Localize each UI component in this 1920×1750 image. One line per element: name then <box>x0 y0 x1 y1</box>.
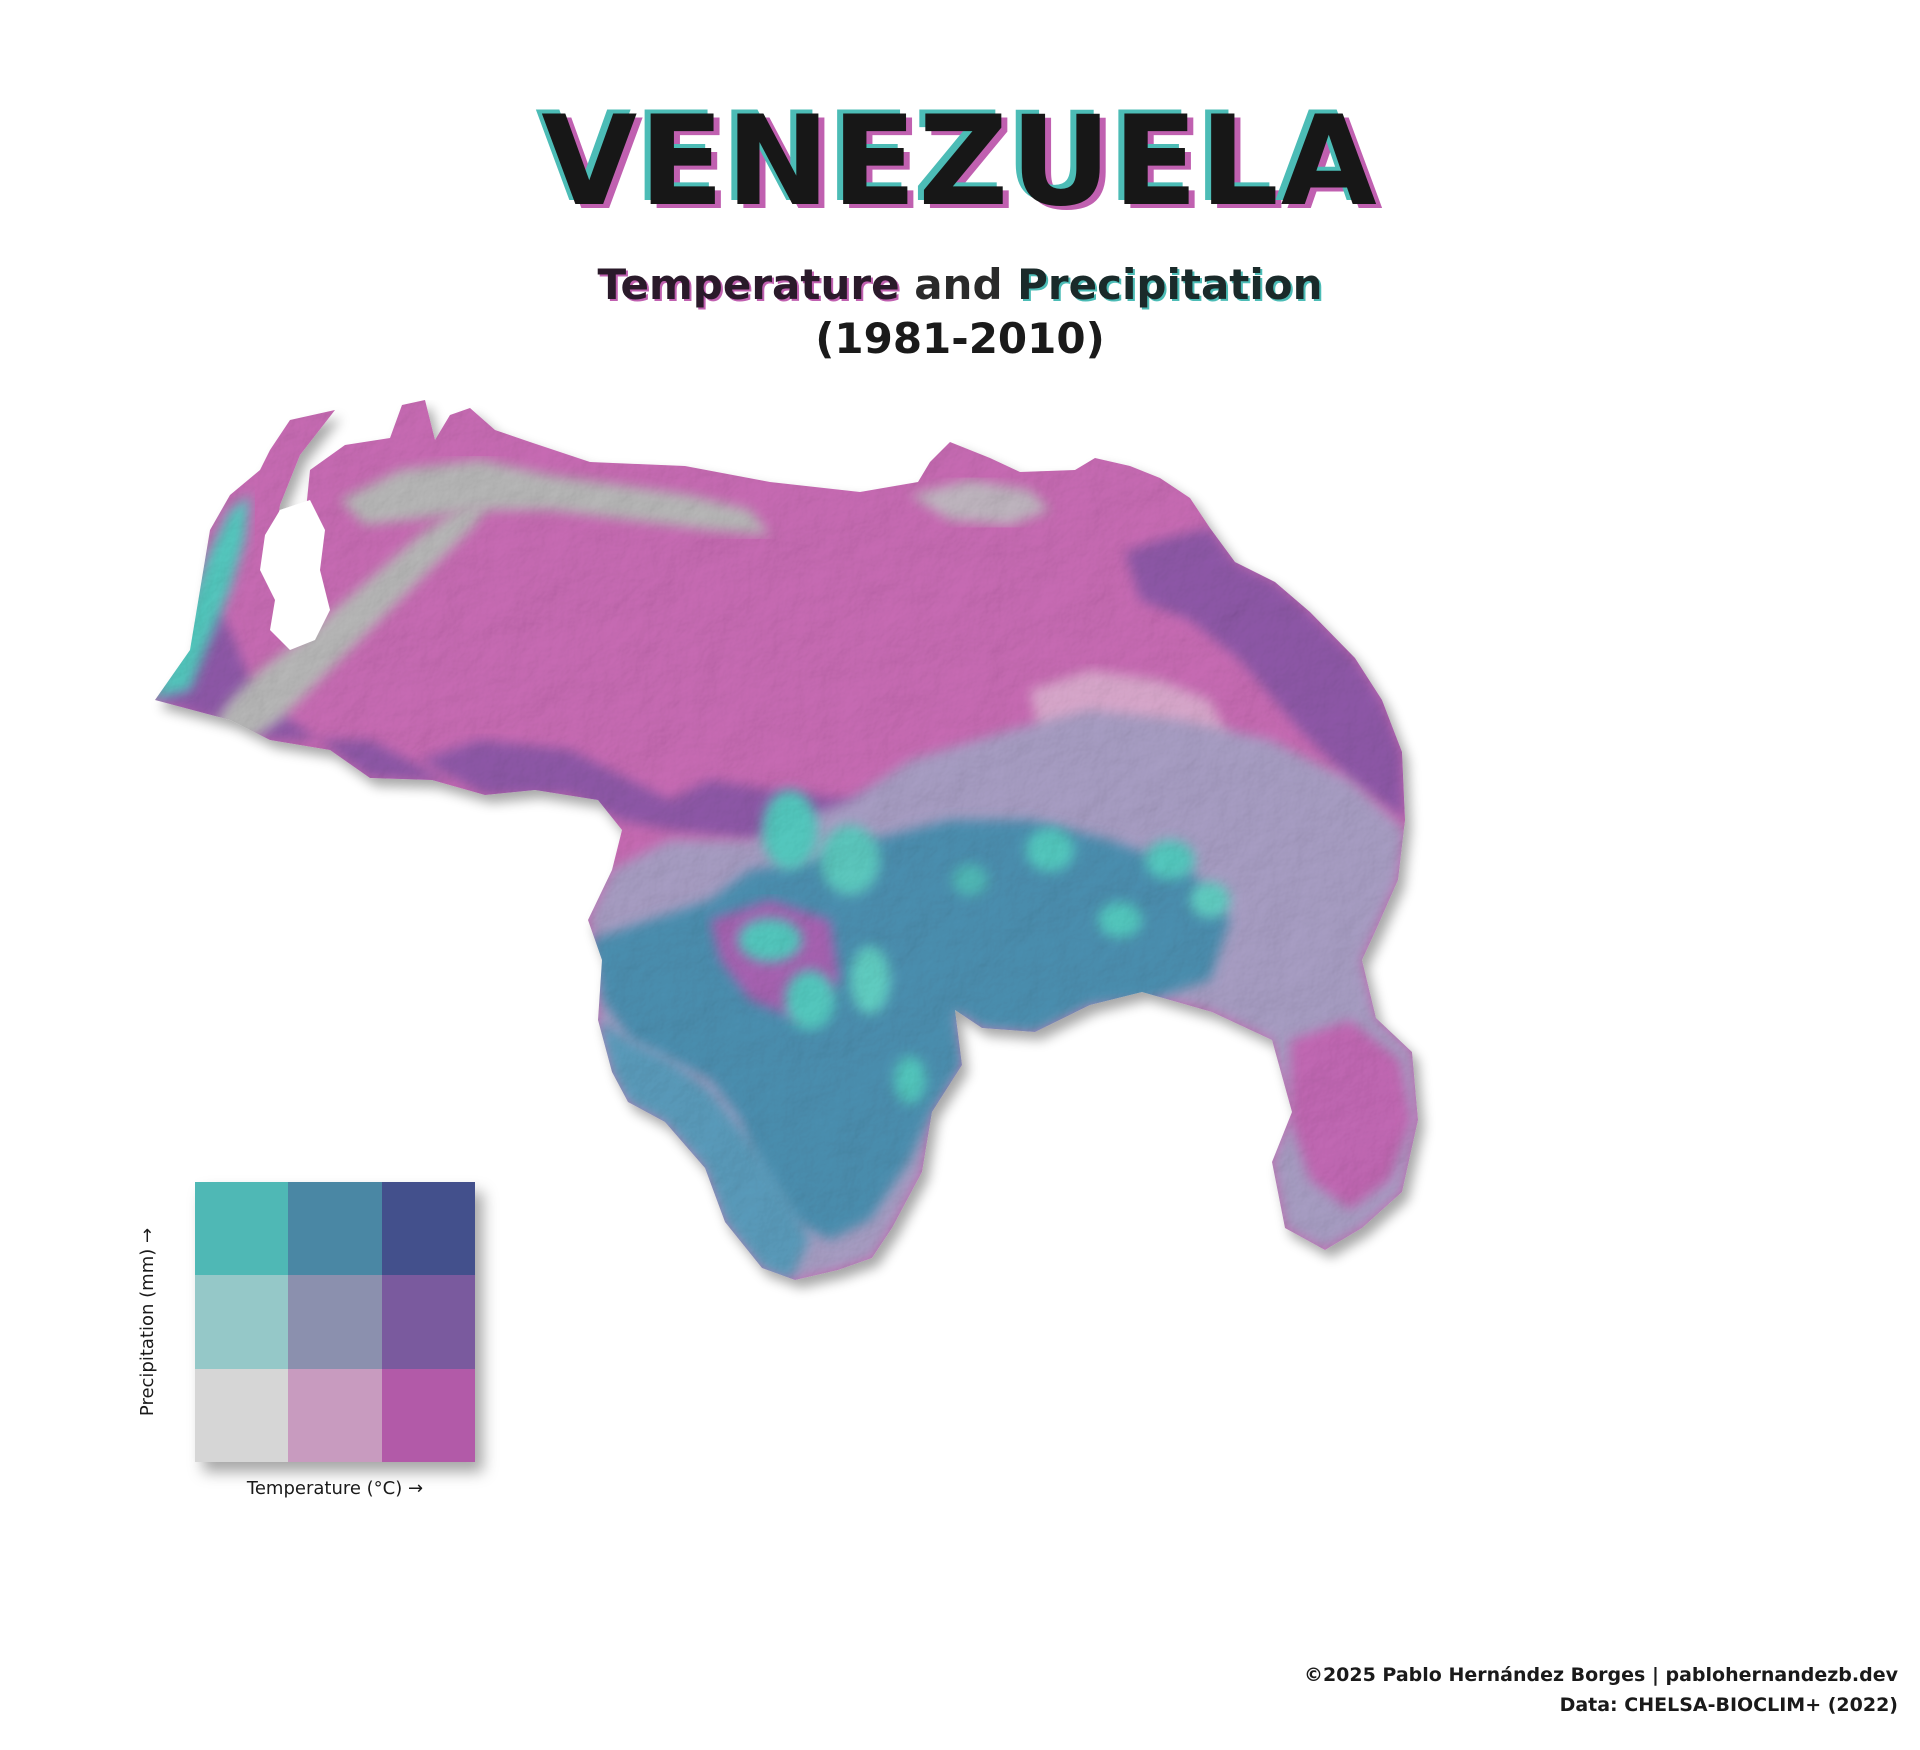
title-block: VENEZUELA Temperature and Precipitation … <box>0 100 1920 363</box>
credit-author: ©2025 Pablo Hernández Borges | pablohern… <box>1303 1664 1898 1686</box>
venezuela-map <box>150 400 1730 1600</box>
legend-cell <box>381 1275 475 1369</box>
lake-maracaibo <box>260 500 330 650</box>
venezuela-relief-map <box>155 400 1418 1280</box>
map-subtitle: Temperature and Precipitation <box>0 260 1920 309</box>
legend-cell <box>288 1368 382 1462</box>
map-period: (1981-2010) <box>815 314 1105 364</box>
legend-x-axis-label: Temperature (°C) → <box>246 1478 424 1499</box>
credits: ©2025 Pablo Hernández Borges | pablohern… <box>1304 1660 1898 1721</box>
credit-data-source: Data: CHELSA-BIOCLIM+ (2022) <box>1559 1694 1898 1717</box>
legend-y-axis-label: Precipitation (mm) → <box>137 1227 158 1417</box>
subtitle-and-word: and <box>914 260 1003 309</box>
map-title: VENEZUELA <box>541 90 1379 234</box>
legend-cell <box>195 1275 289 1369</box>
legend-cell <box>288 1182 382 1276</box>
subtitle-precipitation-word: Precipitation <box>1017 260 1323 309</box>
subtitle-temperature-word: Temperature <box>597 260 900 309</box>
legend-cell <box>381 1182 475 1276</box>
bivariate-legend <box>195 1182 475 1462</box>
legend-cell <box>195 1368 289 1462</box>
legend-cell <box>381 1368 475 1462</box>
legend-cell <box>288 1275 382 1369</box>
legend-cell <box>195 1182 289 1276</box>
